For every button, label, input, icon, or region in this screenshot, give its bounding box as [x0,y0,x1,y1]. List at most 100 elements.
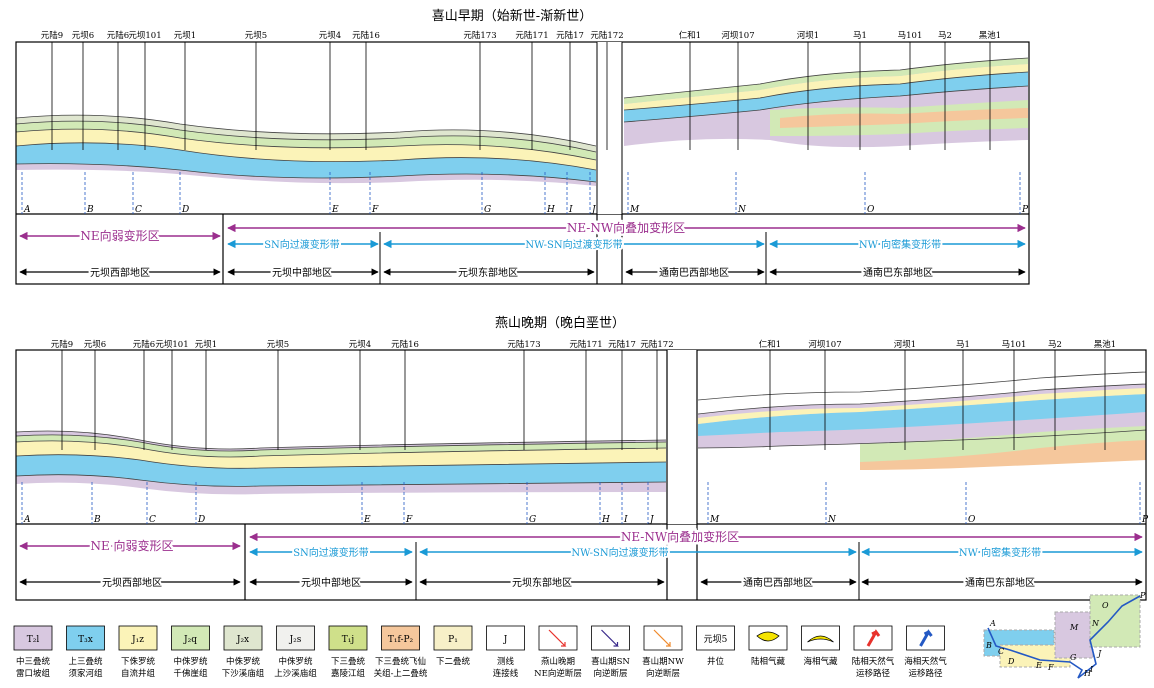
upper-point-label: H [546,205,555,215]
legend-label-2: 运移路径 [908,668,943,679]
lower-east-section [697,371,1147,494]
legend-label-2: 须家河组 [68,668,103,679]
legend-code: P₁ [448,635,458,645]
legend-label-2: 向逆断层 [593,668,627,679]
legend-swatch [118,625,158,651]
lower-point-label: A [23,515,31,525]
legend-label-1: 中侏罗统 [226,656,261,667]
index-map-letter: A [989,619,996,628]
index-map-letter: G [1070,653,1077,662]
legend-label-1: 测线 [497,656,515,667]
legend-code: T₁f-P₂ [388,635,414,645]
upper-well-label: 元陆16 [352,30,380,41]
lower-region-1: 元坝中部地区 [301,576,361,589]
upper-point-label: P [1021,205,1029,215]
upper-well-label: 河坝1 [797,30,819,41]
upper-well-label: 元陆172 [590,30,623,41]
legend-swatch [381,625,420,651]
upper-point-label: J [590,205,597,215]
legend-swatch [276,625,315,651]
lower-well-label: 仁和1 [759,339,781,350]
legend-label-2: 自流井组 [121,668,156,679]
upper-well-lines: 元陆9 元坝6 元陆6 元坝101 元坝1 元坝5 元坝4 元陆16 元陆173 元陆171 元陆1… [21,30,1029,215]
upper-well-label: 元坝5 [245,31,267,41]
legend-swatch [223,625,263,651]
legend-label-1: 上三叠统 [68,656,103,667]
legend-code: T₃x [78,635,93,645]
lower-well-label: 元坝1 [195,340,217,350]
legend-swatch [171,625,210,651]
legend-label-1: 下三叠统 [331,656,366,667]
fault-ne-icon [548,629,567,647]
upper-region-0: 元坝西部地区 [90,266,150,279]
legend-swatch [591,625,630,651]
lower-point-label: M [709,515,720,525]
legend-code: J₂q [183,635,197,645]
upper-point-label: A [23,205,31,215]
upper-point-label: C [135,205,142,215]
legend-code: T₂l [27,635,40,645]
land-migration-icon [866,629,881,647]
fault-sn-icon [601,629,619,647]
upper-belt-nw: NW 向密集变形带 [859,238,941,251]
upper-point-label: G [484,205,491,215]
upper-frame [15,41,1030,285]
upper-zone-ne: NE向弱变形区 [80,228,159,243]
legend-label-1: 喜山期NW [642,656,684,667]
legend-label-1: 海相天然气 [904,656,947,667]
legend-label-1: 中侏罗统 [278,656,313,667]
upper-well-label: 元坝101 [128,31,161,41]
legend-swatch [486,625,525,651]
lower-well-label: 元陆173 [507,339,540,350]
lower-belt-sn: SN向过渡变形带 [293,546,369,559]
legend-label-2: 向逆断层 [646,668,680,679]
index-map-letter: D [1007,657,1015,666]
upper-well-label: 元陆171 [515,30,548,41]
lower-point-label: P [1141,515,1149,525]
lower-point-label: J [648,515,655,525]
lower-well-label: 河坝107 [808,339,841,350]
lower-point-label: G [529,515,536,525]
lower-well-label: 黑池1 [1094,339,1116,350]
lower-well-label: 元陆17 [608,339,636,350]
legend-label-1: 海相气藏 [803,656,838,667]
legend-swatch [853,625,893,651]
lower-well-label: 元坝4 [349,340,371,350]
lower-well-label: 元坝6 [84,340,106,350]
lower-zone-overlay: NE-NW向叠加变形区 [621,529,739,544]
lower-point-label: D [197,515,205,525]
upper-region-1: 元坝中部地区 [272,266,332,279]
legend-label-1: 下三叠统飞仙 [375,656,426,667]
lower-point-label: E [363,515,371,525]
index-map-letter: F [1047,663,1054,672]
lower-well-label: 元坝5 [267,340,289,350]
lower-belt-nwsn: NW-SN向过渡变形带 [571,546,668,559]
legend-label-2: NE向逆断层 [534,668,582,679]
upper-point-label: B [86,205,94,215]
legend-code: J₂s [289,635,302,645]
legend-label-2: 运移路径 [856,668,891,679]
lower-well-label: 元陆6 [133,339,155,350]
legend-swatch [433,625,473,651]
lower-well-label: 元陆16 [391,339,419,350]
lower-region-0: 元坝西部地区 [102,576,162,589]
upper-well-label: 元坝4 [319,31,341,41]
index-map-letter: P [1139,591,1146,600]
legend-label-1: 中侏罗统 [173,656,208,667]
lower-point-label: B [93,515,101,525]
upper-well-label: 马2 [938,31,952,41]
lower-point-label: N [827,515,837,525]
lower-well-label: 马1 [956,340,970,350]
upper-well-label: 黑池1 [979,30,1001,41]
upper-well-label: 元坝1 [174,31,196,41]
lower-point-label: C [149,515,156,525]
lower-west-section [15,430,667,495]
upper-well-label: 元陆9 [41,30,63,41]
legend-code: J [503,635,508,645]
legend-code: J₁z [131,635,144,645]
lower-well-label: 马2 [1048,340,1062,350]
lower-well-lines: 元陆9 元坝6 元陆6 元坝101 元坝1 元坝5 元坝4 元陆16 元陆173 元陆171 元陆1… [21,339,1149,525]
upper-belt-nwsn: NW-SN向过渡变形带 [525,238,622,251]
